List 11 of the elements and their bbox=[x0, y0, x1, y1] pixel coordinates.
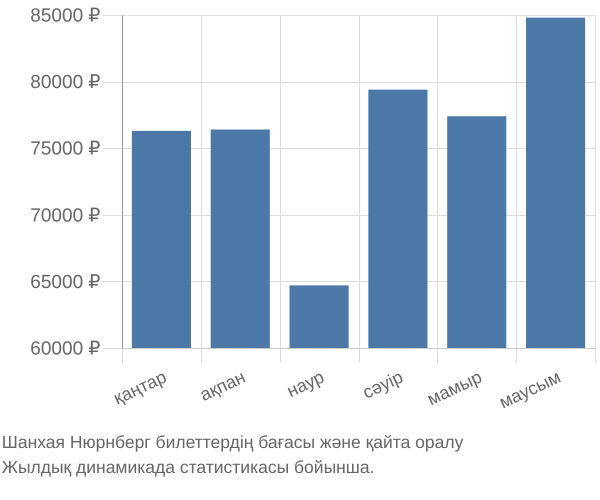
y-tick-label: 70000 ₽ bbox=[30, 205, 100, 226]
y-tick-label: 80000 ₽ bbox=[30, 72, 100, 94]
x-tick-label: сәуір bbox=[359, 366, 406, 403]
text: Жылдық динамикада статистикасы бойынша. bbox=[2, 456, 374, 477]
y-tick-label: 75000 ₽ bbox=[30, 138, 100, 160]
y-tick-label: 60000 ₽ bbox=[30, 338, 100, 360]
text: Шанхая Нюрнберг билеттердің бағасы және қайта оралу bbox=[2, 432, 464, 452]
y-tick-label: 85000 ₽ bbox=[30, 6, 100, 26]
y-tick-label: 65000 ₽ bbox=[30, 272, 100, 293]
x-tick-label: наур bbox=[284, 366, 328, 402]
x-tick-label: ақпан bbox=[196, 366, 248, 405]
